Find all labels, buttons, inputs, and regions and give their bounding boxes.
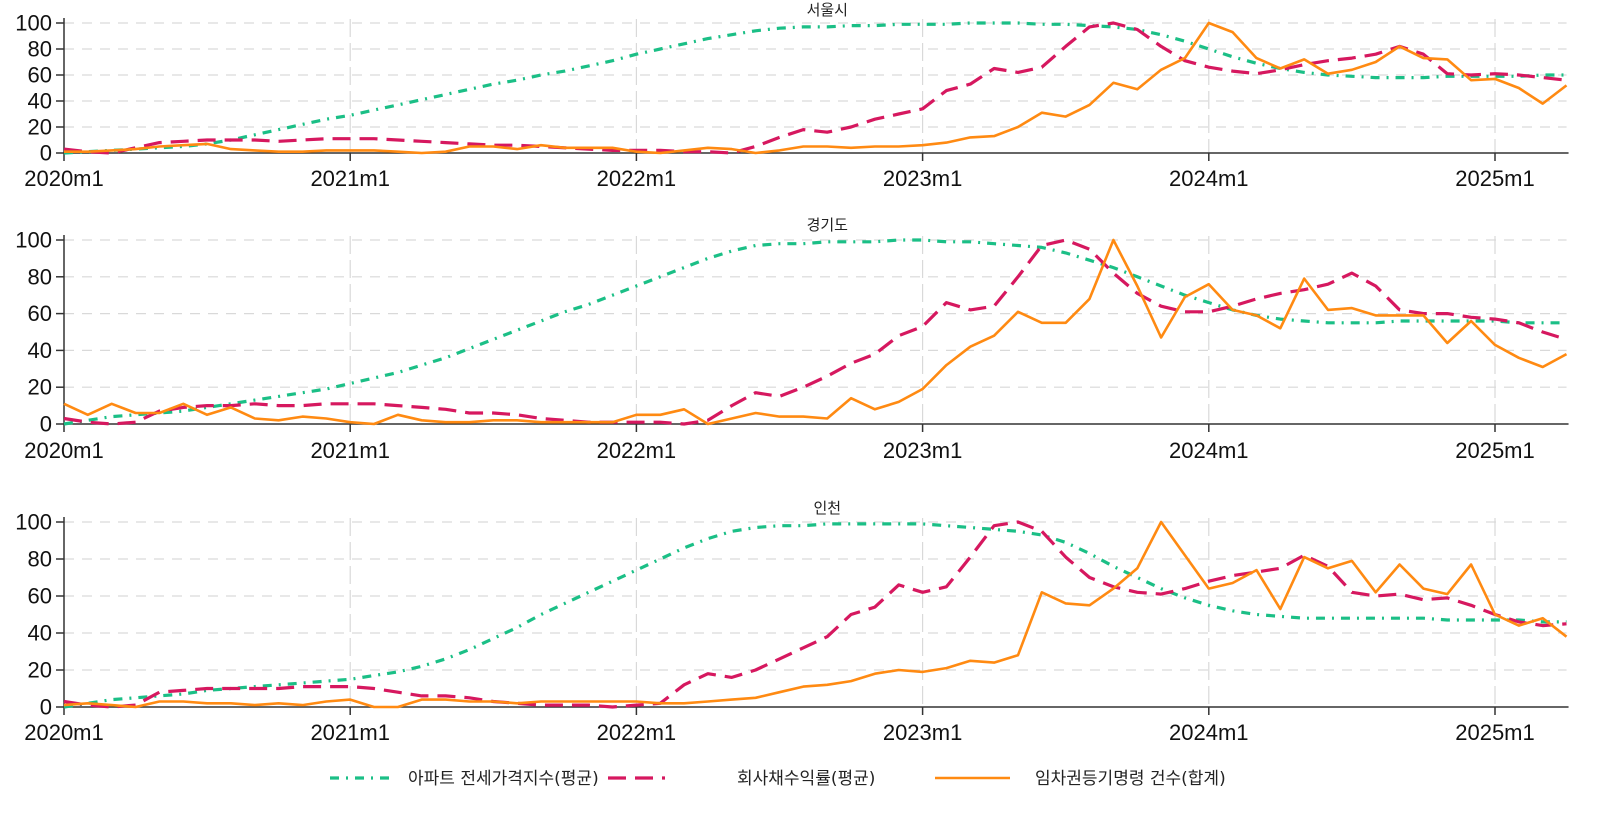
x-tick-label: 2023m1 [883,720,963,745]
x-tick-label: 2020m1 [24,166,104,191]
y-tick-label: 20 [28,658,52,683]
series-line-jeonse [63,21,1567,155]
y-tick-label: 60 [28,301,52,326]
x-tick-label: 2024m1 [1169,166,1249,191]
y-tick-label: 0 [40,141,52,166]
panel-title: 경기도 [807,216,849,234]
x-tick-label: 2024m1 [1169,720,1249,745]
y-tick-label: 100 [15,11,52,36]
x-tick-label: 2022m1 [597,438,677,463]
x-tick-label: 2024m1 [1169,438,1249,463]
legend-item-lease: 임차권등기명령 건수(합계) [935,769,1226,789]
series-line-lease [63,238,1568,426]
y-tick-label: 0 [40,695,52,720]
y-tick-label: 100 [15,510,52,535]
y-tick-label: 40 [28,621,52,646]
legend-label: 회사채수익률(평균) [737,769,875,789]
x-tick-label: 2023m1 [883,166,963,191]
x-tick-label: 2023m1 [883,438,963,463]
series-line-lease [63,520,1568,709]
y-tick-label: 40 [28,89,52,114]
y-tick-label: 20 [28,115,52,140]
y-tick-label: 80 [28,547,52,572]
legend-item-jeonse: 아파트 전세가격지수(평균) [330,769,599,789]
x-tick-label: 2021m1 [310,166,390,191]
y-tick-label: 100 [15,228,52,253]
series-line-bond [63,520,1567,709]
y-tick-label: 0 [40,412,52,437]
y-tick-label: 60 [28,63,52,88]
y-tick-label: 80 [28,264,52,289]
panel-title: 서울시 [807,1,848,19]
y-tick-label: 60 [28,584,52,609]
series-line-bond [63,238,1567,426]
x-tick-label: 2025m1 [1455,166,1535,191]
legend-label: 임차권등기명령 건수(합계) [1035,769,1226,789]
legend-label: 아파트 전세가격지수(평균) [408,769,599,789]
y-tick-label: 40 [28,338,52,363]
x-tick-label: 2025m1 [1455,438,1535,463]
series-line-lease [64,21,1568,155]
panel-3: 인천 0 20 40 60 80 100 2020m1 2021m1 2022m1 2023m1 20… [15,499,1569,745]
x-tick-label: 2021m1 [310,438,390,463]
x-tick-label: 2022m1 [597,720,677,745]
x-tick-label: 2021m1 [310,720,390,745]
x-tick-label: 2020m1 [24,720,104,745]
y-tick-label: 80 [28,37,52,62]
y-tick-label: 20 [28,375,52,400]
legend-item-bond: 회사채수익률(평균) [608,769,875,789]
series-line-jeonse [63,522,1567,709]
series-line-jeonse [63,238,1567,426]
panel-2: 경기도 0 20 40 60 80 100 2020m1 2021m1 2022m1 2023m1 2… [15,216,1569,463]
legend: 아파트 전세가격지수(평균) 회사채수익률(평균) 임차권등기명령 건수(합계) [330,769,1226,789]
panel-title: 인천 [813,499,841,517]
series-line-bond [63,21,1567,155]
x-tick-label: 2020m1 [24,438,104,463]
x-tick-label: 2022m1 [597,166,677,191]
x-tick-label: 2025m1 [1455,720,1535,745]
